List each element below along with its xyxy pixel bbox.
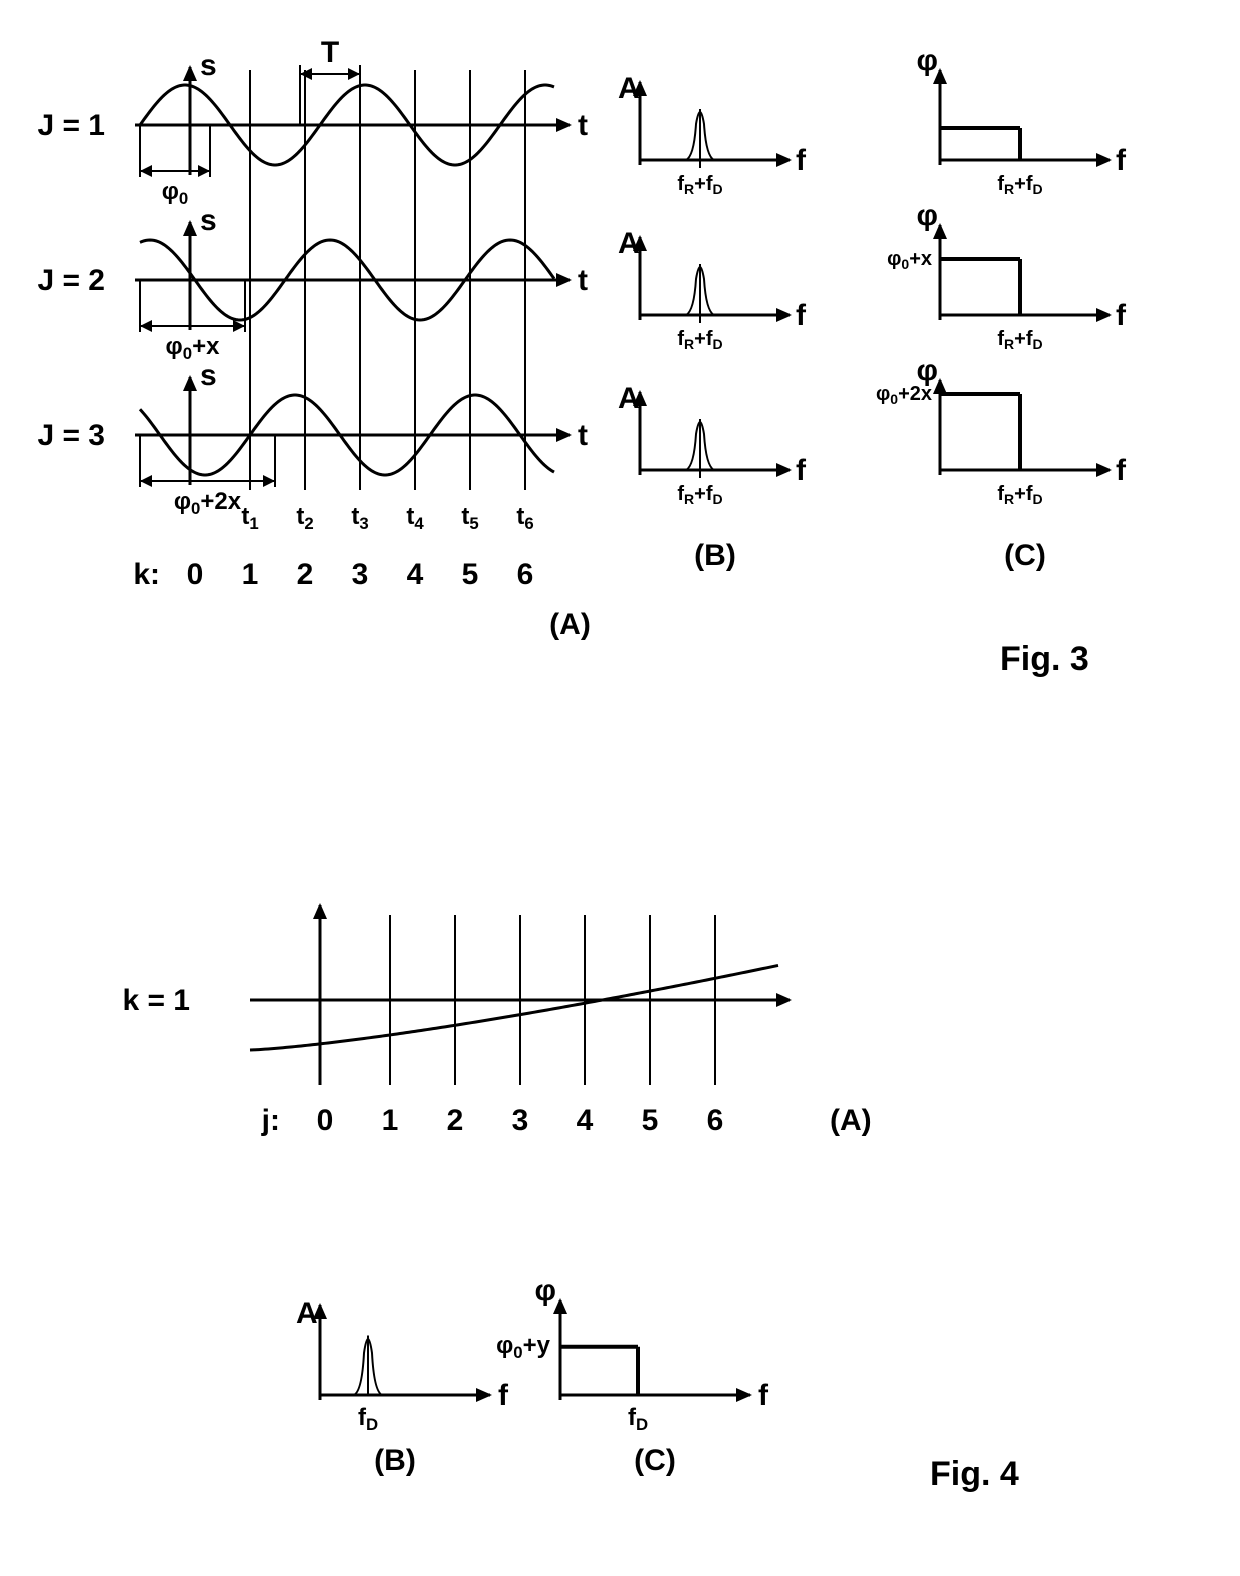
k-value: 6	[517, 558, 534, 591]
specC-ylabel: φ	[917, 44, 938, 77]
specB-ylabel: A	[618, 382, 640, 415]
phase-level-label: φ0+2x	[876, 383, 932, 407]
tick-label: t6	[516, 503, 533, 533]
fig4-caption: Fig. 4	[930, 1455, 1019, 1493]
arrowhead	[776, 993, 792, 1007]
phase-level-label: φ0+x	[887, 248, 932, 272]
f4C-ylabel: φ	[535, 1274, 556, 1307]
y-axis-label: s	[200, 204, 217, 237]
j-value: 3	[512, 1104, 529, 1137]
f4C-tick: fD	[628, 1404, 648, 1434]
f4B-xlabel: f	[498, 1379, 509, 1412]
tick-label: t2	[296, 503, 313, 533]
y-axis-label: s	[200, 49, 217, 82]
k-value: 5	[462, 558, 479, 591]
k-value: 2	[297, 558, 314, 591]
phase-label: φ0	[162, 178, 189, 208]
tick-label: t1	[241, 503, 258, 533]
arrowhead	[1096, 463, 1112, 477]
T-label: T	[321, 36, 339, 69]
specC-tick-label: fR+fD	[997, 483, 1042, 507]
arrowhead	[556, 118, 572, 132]
tick-label: t3	[351, 503, 368, 533]
k-value: 1	[242, 558, 259, 591]
specB-xlabel: f	[796, 144, 807, 177]
panelC-label: (C)	[1004, 539, 1046, 572]
f4C-level-label: φ0+y	[496, 1332, 551, 1362]
spec-tick-label: fR+fD	[677, 328, 722, 352]
specB-ylabel: A	[618, 227, 640, 260]
specC-tick-label: fR+fD	[997, 328, 1042, 352]
specC-ylabel: φ	[917, 199, 938, 232]
arrowhead	[736, 1388, 752, 1402]
f4C-label: (C)	[634, 1444, 676, 1477]
j-row-label: J = 3	[37, 419, 105, 452]
x-axis-label: t	[578, 109, 588, 142]
f4A-label: (A)	[830, 1104, 872, 1137]
f4C-xlabel: f	[758, 1379, 769, 1412]
arrowhead	[776, 153, 792, 167]
j-value: 5	[642, 1104, 659, 1137]
arrowhead	[776, 463, 792, 477]
j-row-label: J = 1	[37, 109, 105, 142]
f4-curve	[250, 965, 778, 1050]
f4B-label: (B)	[374, 1444, 416, 1477]
arrowhead	[776, 308, 792, 322]
specB-xlabel: f	[796, 299, 807, 332]
spec-tick-label: fR+fD	[677, 483, 722, 507]
arrowhead	[476, 1388, 492, 1402]
phase-label: φ0+2x	[174, 488, 242, 518]
k-value: 4	[407, 558, 424, 591]
j-value: 0	[317, 1104, 334, 1137]
j-value: 2	[447, 1104, 464, 1137]
k-value: 0	[187, 558, 204, 591]
j-row-label: J = 2	[37, 264, 105, 297]
x-axis-label: t	[578, 264, 588, 297]
panelB-label: (B)	[694, 539, 736, 572]
arrowhead	[1096, 308, 1112, 322]
j-value: 4	[577, 1104, 594, 1137]
arrowhead	[1096, 153, 1112, 167]
k-value: 3	[352, 558, 369, 591]
j-value: 1	[382, 1104, 399, 1137]
x-axis-label: t	[578, 419, 588, 452]
tick-label: t4	[406, 503, 424, 533]
fig3-caption: Fig. 3	[1000, 640, 1089, 678]
tick-label: t5	[461, 503, 478, 533]
arrowhead	[556, 428, 572, 442]
specB-xlabel: f	[796, 454, 807, 487]
arrowhead	[313, 903, 327, 919]
specC-xlabel: f	[1116, 144, 1127, 177]
arrowhead	[183, 65, 197, 81]
panelA-label: (A)	[549, 608, 591, 641]
y-axis-label: s	[200, 359, 217, 392]
spec-tick-label: fR+fD	[677, 173, 722, 197]
k-label: k:	[133, 558, 160, 591]
j-label: j:	[261, 1104, 280, 1137]
arrowhead	[183, 220, 197, 236]
k1-label: k = 1	[122, 984, 190, 1017]
specC-xlabel: f	[1116, 454, 1127, 487]
arrowhead	[556, 273, 572, 287]
arrowhead	[183, 375, 197, 391]
f4B-tick: fD	[358, 1404, 378, 1434]
f4B-ylabel: A	[296, 1297, 318, 1330]
specC-xlabel: f	[1116, 299, 1127, 332]
j-value: 6	[707, 1104, 724, 1137]
specB-ylabel: A	[618, 72, 640, 105]
specC-tick-label: fR+fD	[997, 173, 1042, 197]
